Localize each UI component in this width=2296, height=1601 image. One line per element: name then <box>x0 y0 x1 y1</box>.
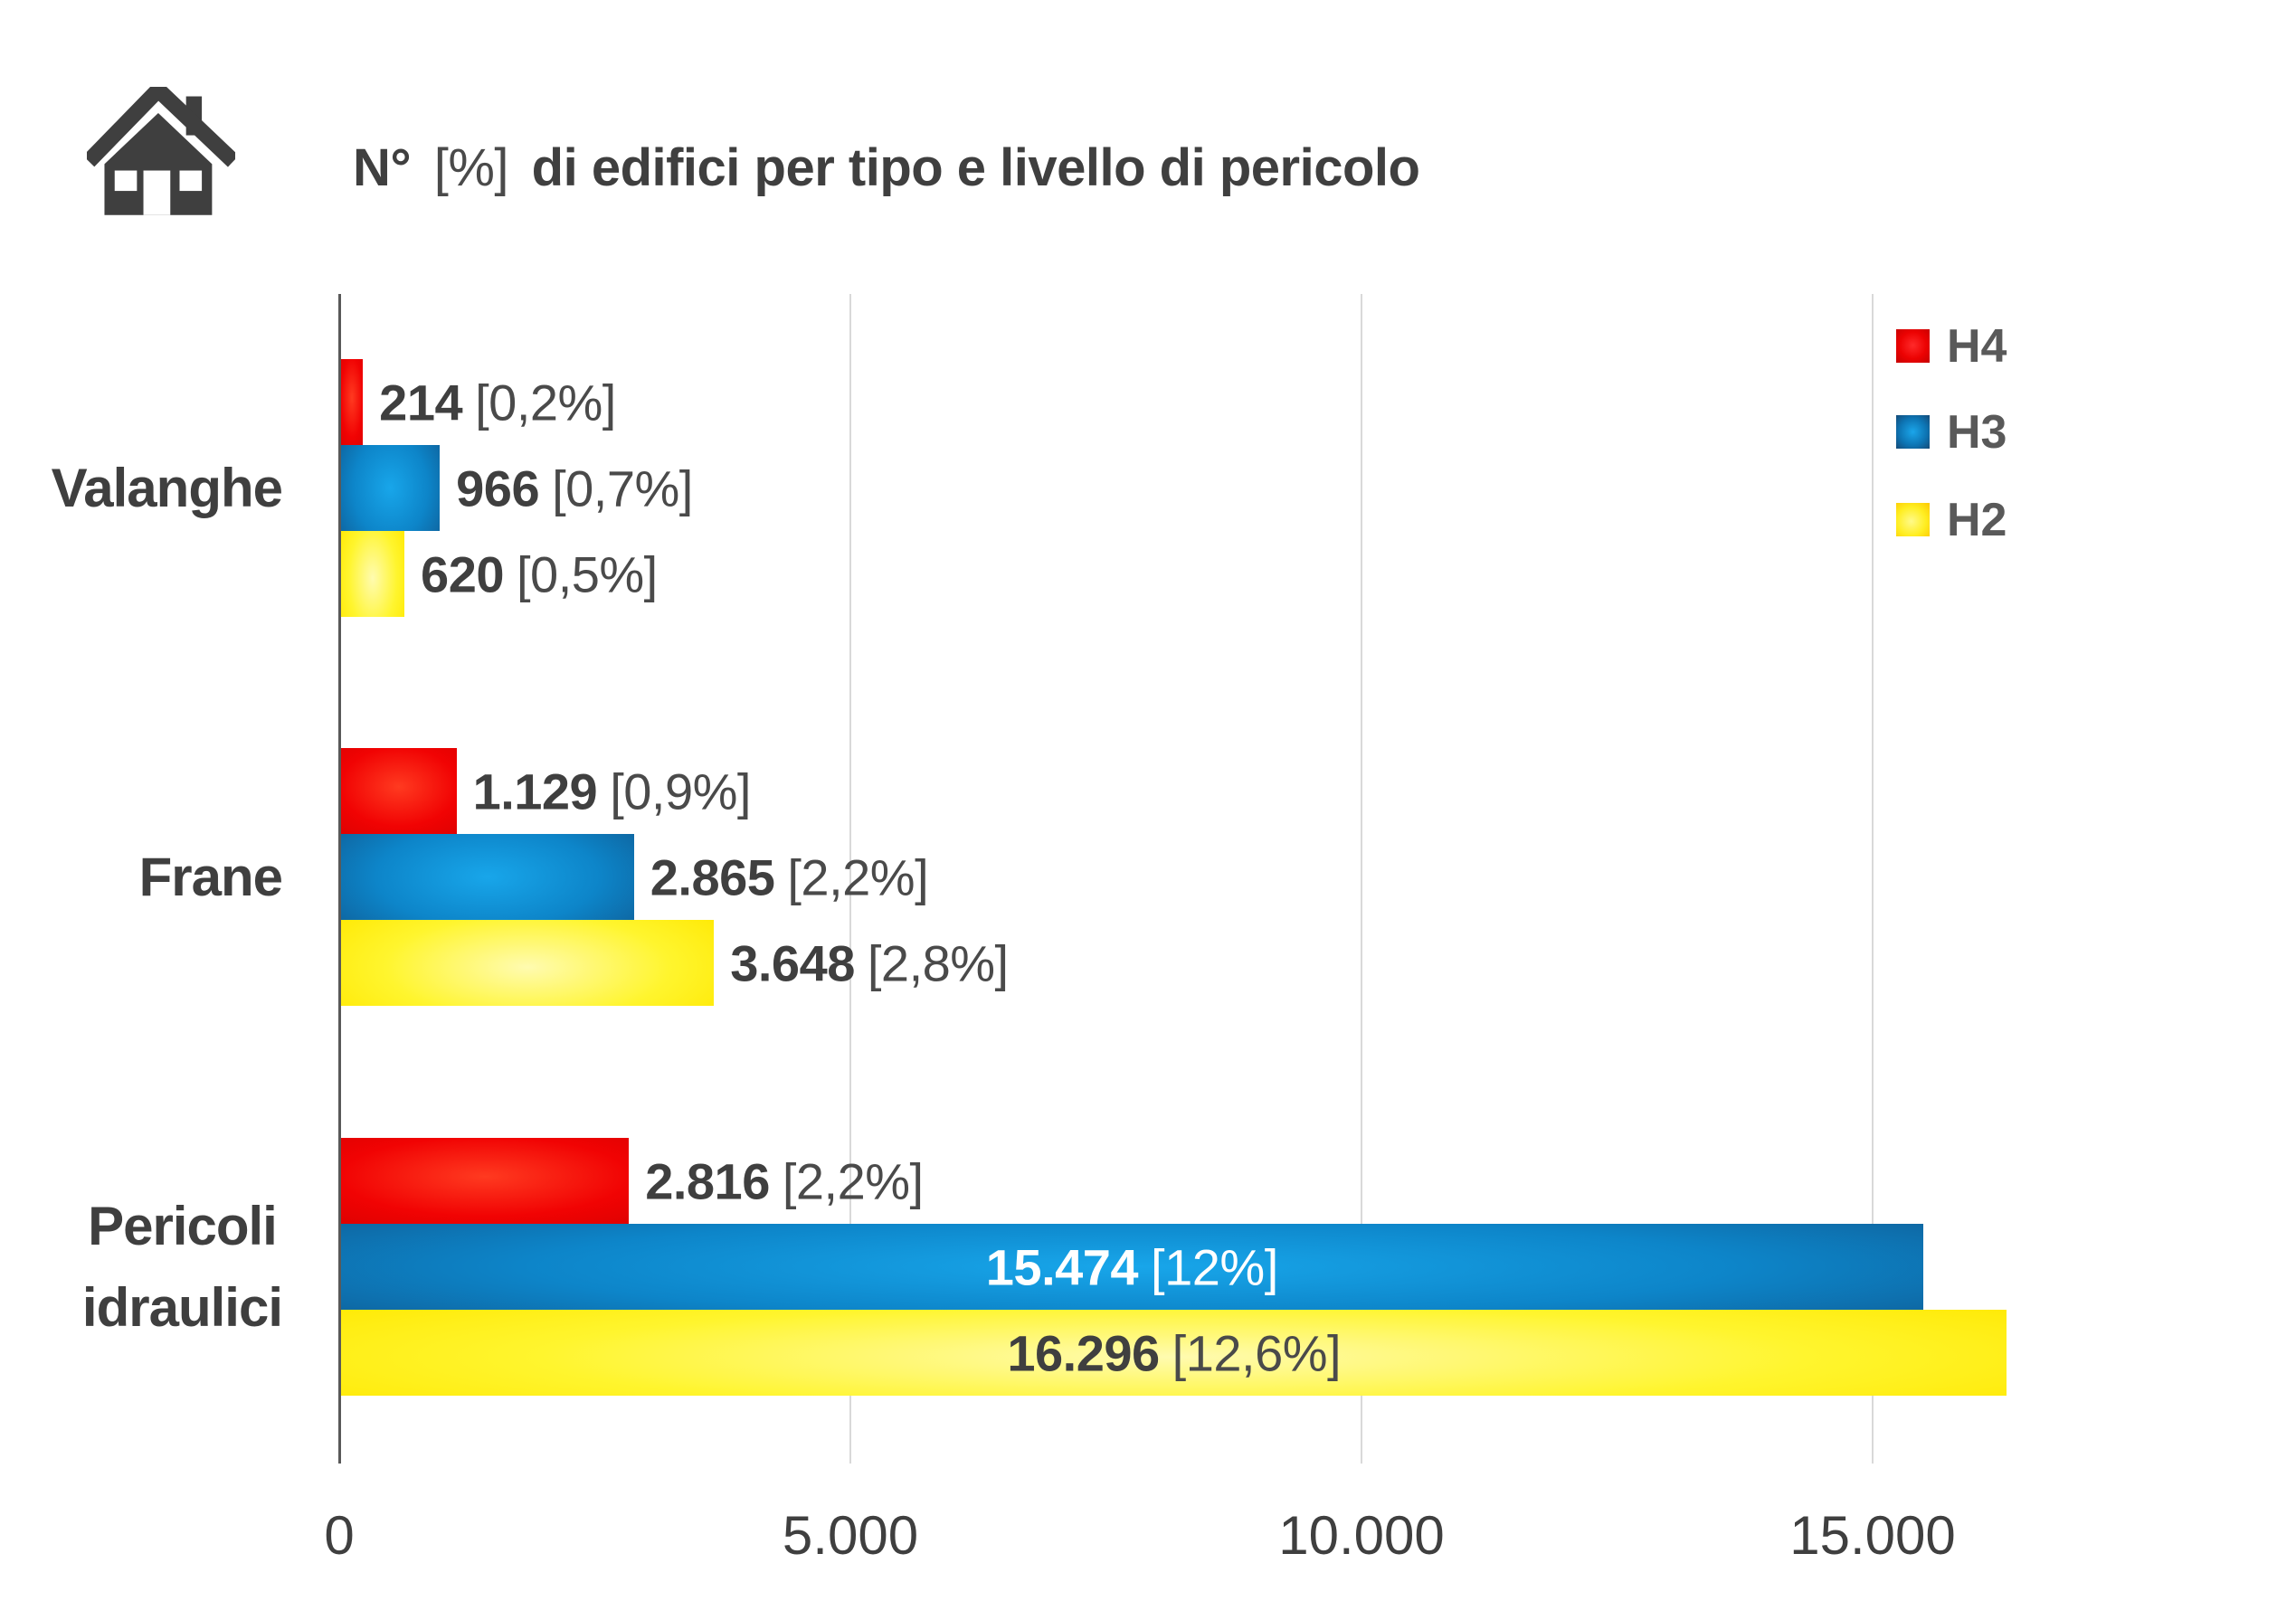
y-axis-line <box>337 294 341 1464</box>
x-tick-label-0: 0 <box>324 1505 355 1566</box>
bar-frane-h3 <box>341 834 634 920</box>
bar-percentage: [0,9%] <box>610 763 751 819</box>
bar-label-valanghe-h4: 214 [0,2%] <box>379 373 616 431</box>
category-label-line: Pericoli <box>88 1195 278 1256</box>
bar-percentage: [2,2%] <box>787 848 929 905</box>
x-tick-label-15-000: 15.000 <box>1789 1505 1956 1566</box>
bar-percentage: [12%] <box>1151 1238 1278 1295</box>
bar-pericoli-idraulici-h4 <box>341 1138 630 1224</box>
title-rest-label: di edifici per tipo e livello di pericol… <box>531 138 1420 197</box>
legend-label-h3: H3 <box>1947 405 2007 459</box>
bar-value: 3.648 <box>730 934 855 991</box>
category-label-line: Valanghe <box>51 457 283 518</box>
bar-label-frane-h3: 2.865 [2,2%] <box>650 848 929 906</box>
legend-label-h4: H4 <box>1947 319 2007 373</box>
title-unit-label: [%] <box>433 138 509 197</box>
bar-percentage: [0,7%] <box>552 459 693 516</box>
bar-label-valanghe-h3: 966 [0,7%] <box>456 459 693 517</box>
x-tick-label-10-000: 10.000 <box>1278 1505 1445 1566</box>
bar-value: 2.865 <box>650 848 775 905</box>
title-count-label: N° <box>353 138 412 197</box>
legend-swatch-h4-icon <box>1896 329 1930 363</box>
bar-percentage: [0,5%] <box>516 545 658 602</box>
legend-label-h2: H2 <box>1947 493 2007 546</box>
bar-valanghe-h2 <box>341 531 405 617</box>
bar-percentage: [2,2%] <box>782 1152 924 1209</box>
bar-pericoli-idraulici-h2 <box>341 1310 2007 1396</box>
bar-value: 966 <box>456 459 540 516</box>
bar-pericoli-idraulici-h3 <box>341 1224 1923 1310</box>
bar-percentage: [0,2%] <box>475 374 616 431</box>
bar-label-pericoli-idraulici-h3: 15.474 [12%] <box>986 1237 1278 1296</box>
x-tick-label-5-000: 5.000 <box>782 1505 919 1566</box>
category-label-valanghe: Valanghe <box>51 448 283 529</box>
bar-value: 16.296 <box>1007 1324 1160 1381</box>
bar-valanghe-h3 <box>341 445 441 531</box>
house-icon <box>87 87 235 215</box>
bar-value: 15.474 <box>985 1238 1139 1295</box>
gridline-15-000 <box>1872 294 1874 1464</box>
bar-label-valanghe-h2: 620 [0,5%] <box>421 545 658 603</box>
gridline-5-000 <box>849 294 851 1464</box>
bar-label-pericoli-idraulici-h4: 2.816 [2,2%] <box>645 1151 924 1210</box>
chart-title: N° [%] di edifici per tipo e livello di … <box>353 137 1420 198</box>
category-label-frane: Frane <box>138 837 283 918</box>
bar-frane-h2 <box>341 920 715 1006</box>
bar-value: 2.816 <box>645 1152 770 1209</box>
bar-percentage: [2,8%] <box>867 934 1009 991</box>
legend-swatch-h3-icon <box>1896 415 1930 449</box>
gridline-10-000 <box>1361 294 1362 1464</box>
bar-label-frane-h4: 1.129 [0,9%] <box>472 762 752 820</box>
category-label-pericoli-idraulici: Pericoli idraulici <box>81 1186 283 1349</box>
category-label-line: idraulici <box>81 1276 283 1338</box>
bar-value: 620 <box>421 545 504 602</box>
bar-valanghe-h4 <box>341 359 364 445</box>
bar-percentage: [12,6%] <box>1172 1324 1342 1381</box>
legend-swatch-h2-icon <box>1896 503 1930 536</box>
bar-label-frane-h2: 3.648 [2,8%] <box>730 933 1009 992</box>
bar-value: 1.129 <box>472 763 598 819</box>
bar-frane-h4 <box>341 748 457 834</box>
bar-value: 214 <box>379 374 463 431</box>
category-label-line: Frane <box>138 846 283 907</box>
bar-label-pericoli-idraulici-h2: 16.296 [12,6%] <box>1007 1323 1341 1382</box>
